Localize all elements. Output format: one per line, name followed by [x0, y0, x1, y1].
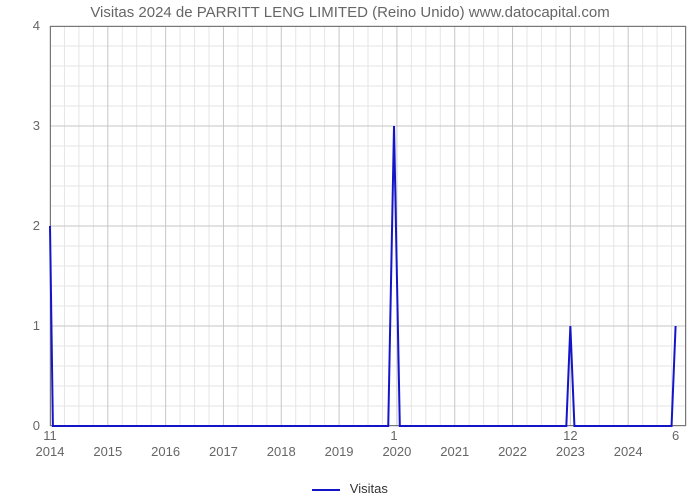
- chart-plot: [50, 26, 686, 426]
- chart-container: Visitas 2024 de PARRITT LENG LIMITED (Re…: [0, 0, 700, 500]
- x-year-label: 2020: [382, 444, 411, 459]
- x-year-label: 2024: [614, 444, 643, 459]
- y-tick-label: 3: [0, 118, 40, 133]
- x-year-label: 2015: [93, 444, 122, 459]
- x-year-label: 2017: [209, 444, 238, 459]
- x-year-label: 2018: [267, 444, 296, 459]
- legend-label: Visitas: [350, 481, 388, 496]
- legend: Visitas: [0, 481, 700, 496]
- legend-swatch: [312, 489, 340, 491]
- x-year-label: 2019: [325, 444, 354, 459]
- chart-title: Visitas 2024 de PARRITT LENG LIMITED (Re…: [0, 4, 700, 21]
- x-year-label: 2016: [151, 444, 180, 459]
- x-year-label: 2021: [440, 444, 469, 459]
- x-year-label: 2023: [556, 444, 585, 459]
- point-label: 1: [390, 428, 397, 443]
- y-tick-label: 1: [0, 318, 40, 333]
- point-label: 11: [43, 428, 57, 443]
- y-tick-label: 2: [0, 218, 40, 233]
- y-tick-label: 0: [0, 418, 40, 433]
- x-year-label: 2022: [498, 444, 527, 459]
- y-tick-label: 4: [0, 18, 40, 33]
- x-year-label: 2014: [36, 444, 65, 459]
- point-label: 6: [672, 428, 679, 443]
- point-label: 12: [563, 428, 577, 443]
